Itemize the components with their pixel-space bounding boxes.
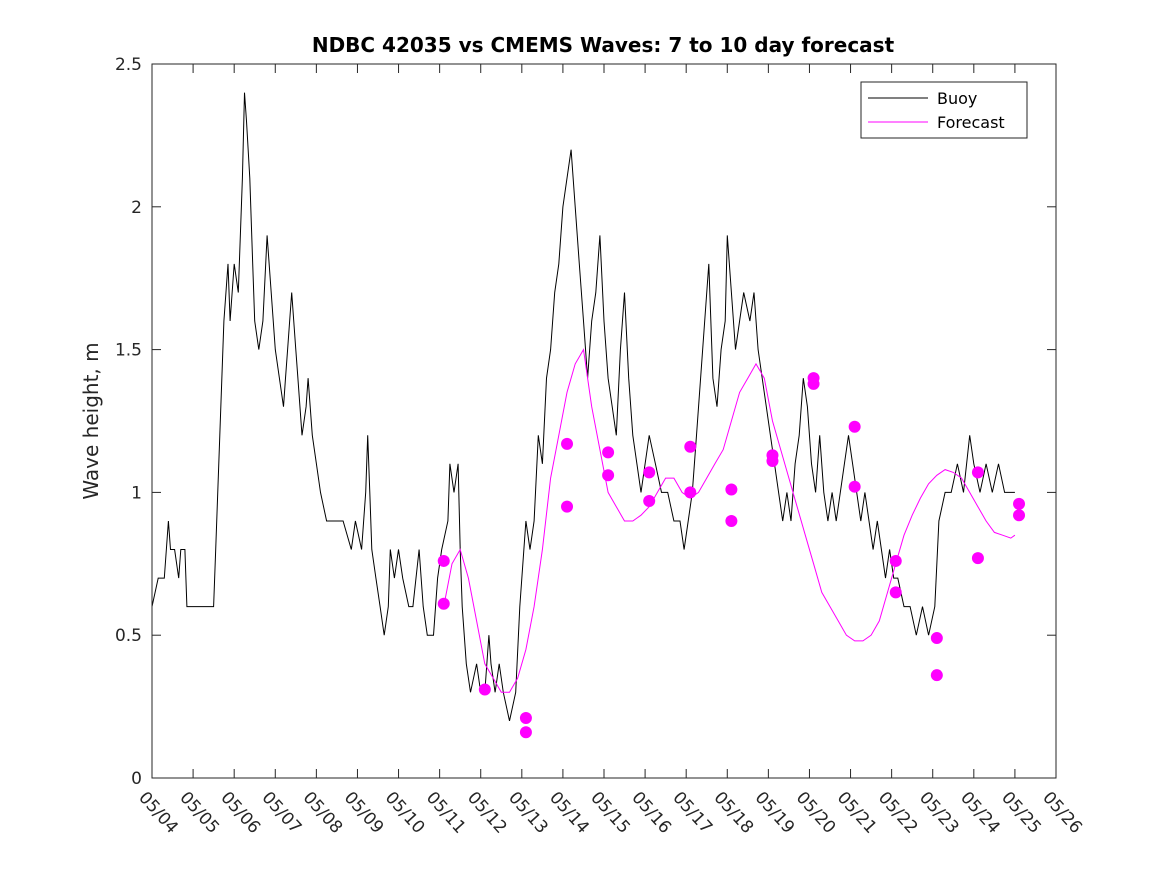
forecast-marker: [478, 683, 491, 696]
y-tick-label: 2.5: [115, 55, 142, 75]
forecast-marker: [437, 597, 450, 610]
forecast-marker: [643, 494, 656, 507]
forecast-marker: [643, 466, 656, 479]
forecast-marker: [684, 440, 697, 453]
forecast-marker: [602, 469, 615, 482]
forecast-marker: [725, 483, 738, 496]
forecast-marker: [889, 586, 902, 599]
forecast-marker: [519, 726, 532, 739]
y-tick-label: 1: [131, 483, 142, 503]
legend-box: [860, 81, 1028, 139]
forecast-marker: [725, 514, 738, 527]
y-tick-label: 0.5: [115, 626, 142, 646]
y-tick-label: 0: [131, 769, 142, 789]
plot-area: [152, 64, 1056, 778]
forecast-marker: [519, 712, 532, 725]
series-line-buoy: [151, 92, 1015, 722]
forecast-marker: [807, 377, 820, 390]
forecast-marker: [602, 446, 615, 459]
legend-buoy-label: Buoy: [937, 89, 977, 108]
legend: Buoy Forecast: [860, 81, 1028, 139]
y-axis-label: Wave height, m: [79, 342, 103, 499]
legend-forecast-label: Forecast: [937, 113, 1005, 132]
chart-title: NDBC 42035 vs CMEMS Waves: 7 to 10 day f…: [312, 33, 895, 57]
forecast-markers: [437, 372, 1026, 739]
forecast-marker: [930, 632, 943, 645]
forecast-marker: [684, 486, 697, 499]
forecast-marker: [561, 437, 574, 450]
y-tick-label: 1.5: [115, 341, 142, 361]
forecast-marker: [971, 552, 984, 565]
forecast-marker: [1013, 509, 1026, 522]
forecast-marker: [930, 669, 943, 682]
forecast-marker: [766, 454, 779, 467]
forecast-marker: [848, 480, 861, 493]
series-line-forecast: [443, 348, 1016, 693]
forecast-marker: [1013, 497, 1026, 510]
series-layer: [151, 92, 1016, 722]
y-tick-label: 2: [131, 198, 142, 218]
forecast-marker: [561, 500, 574, 513]
forecast-marker: [848, 420, 861, 433]
y-axis: 0 0.5 1 1.5 2 2.5: [115, 55, 1056, 789]
forecast-marker: [971, 466, 984, 479]
forecast-marker: [889, 554, 902, 567]
forecast-marker: [437, 554, 450, 567]
